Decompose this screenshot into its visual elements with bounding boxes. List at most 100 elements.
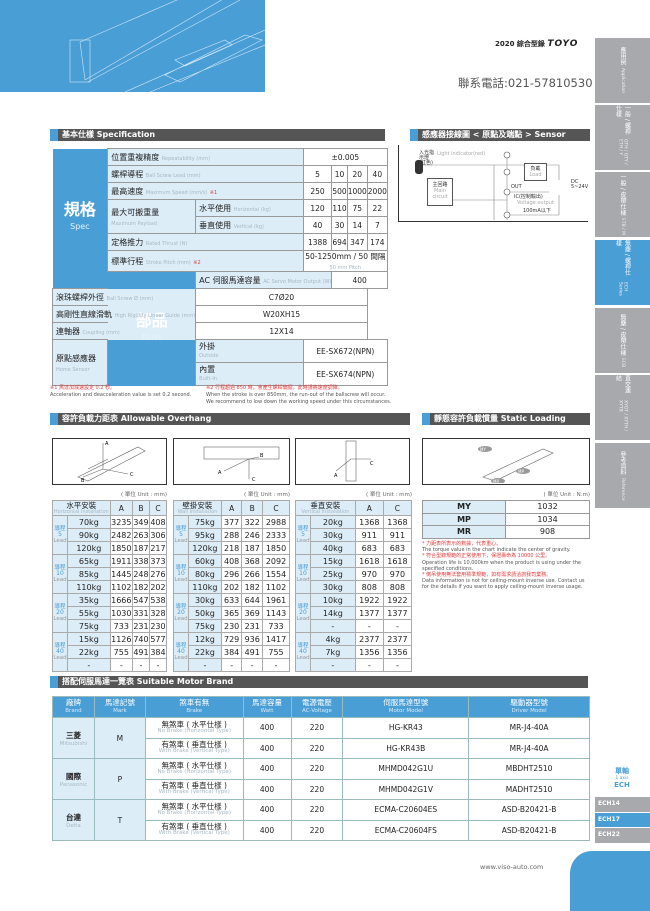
text: Acceleration and deacceleration value is…: [50, 392, 192, 398]
value-cell: 182: [131, 580, 150, 594]
value-cell: -: [109, 658, 133, 672]
text: Main circuit: [432, 188, 448, 200]
table-row: 85kg 1445 248 276: [53, 567, 168, 581]
spec-value: 14: [346, 216, 368, 234]
side-tab[interactable]: 無塵 / 皮帶仕樣 ECB: [595, 308, 650, 375]
text: ※2 行程超過 850 時，會產生螺桿偏擺，此時請將速度調降。: [206, 385, 343, 391]
table-row: 30kg 808 808: [296, 580, 413, 594]
text: * 倒吊使用無法套用標準規範，如有需求請洽詢我司業務。: [422, 572, 552, 579]
column-header: A: [354, 500, 384, 516]
load-cell: 15kg: [67, 632, 111, 646]
table-row: 22kg 755 491 384: [53, 645, 168, 659]
website-url[interactable]: www.viso-auto.com: [480, 863, 544, 871]
value-cell: 2377: [382, 632, 413, 646]
spec-value: 1000: [346, 182, 368, 200]
value-cell: 1850: [109, 541, 133, 555]
spec-value: 40: [366, 165, 388, 183]
watt-cell: 400: [242, 717, 292, 739]
installation-header: 水平安裝 Horizontal Installation: [52, 500, 111, 516]
series-nav-title: 單軸 1 axis ECH: [597, 768, 647, 789]
group-en: Parts: [141, 332, 162, 342]
value-cell: 491: [131, 645, 150, 659]
watt-cell: 400: [242, 758, 292, 780]
side-tab[interactable]: 參考資料 Reference: [595, 443, 650, 510]
table-row: 75kg 733 231 230: [53, 619, 168, 633]
spec-value: 7: [366, 216, 388, 234]
load-cell: 120kg: [67, 541, 111, 555]
table-row: 導程 10 Lead 65kg 1911 338 373: [52, 554, 168, 594]
value-cell: 322: [241, 515, 263, 529]
table-row: 90kg 2482 263 306: [53, 528, 168, 542]
text: Outside: [199, 352, 219, 359]
series-nav-item[interactable]: ECH22: [595, 828, 650, 843]
table-row: ----: [174, 658, 290, 672]
load-cell: 85kg: [67, 567, 111, 581]
value-cell: 1030: [109, 606, 133, 620]
value-cell: 187: [241, 541, 263, 555]
column-header: 電源電壓 AC-Voltage: [290, 696, 344, 718]
side-tab[interactable]: 一般 / 螺桿仕樣 GTH / GTY / ETH / Y: [595, 105, 650, 172]
value-cell: 331: [131, 606, 150, 620]
moment-value: 1034: [505, 512, 590, 526]
spec-value: 22: [366, 199, 388, 217]
table-row: 導程 20 Lead 10kg 1922 1922: [295, 593, 413, 633]
table-row: 導程 40 Lead 15kg 1126 740 577: [52, 632, 168, 672]
text: 50 mm Pitch: [329, 265, 362, 271]
value-cell: 1368: [382, 515, 413, 529]
series-nav-item[interactable]: ECH14: [595, 797, 650, 812]
text: * 力距表所表示的數據，代表重心。: [422, 541, 502, 547]
svg-text:B: B: [81, 478, 85, 483]
series-nav-item[interactable]: ECH17: [595, 812, 650, 827]
value-cell: 288: [220, 528, 243, 542]
text: Load: [529, 172, 542, 178]
text: Repeatability (mm): [161, 155, 210, 162]
load-cell: 30kg: [310, 580, 356, 594]
value-cell: 384: [220, 645, 243, 659]
unit-label: ( 單位 Unit : N.m): [543, 492, 590, 498]
text: Ball Screw Ø (mm): [106, 295, 154, 302]
side-tab[interactable]: 應用例 Application: [595, 38, 650, 105]
moment-table: MY 1032 MP 1034 MR 908: [422, 500, 590, 539]
value-cell: 1377: [382, 606, 413, 620]
text: 定格推力: [111, 237, 144, 247]
lead-cell: 導程 10 Lead: [173, 554, 189, 594]
table-row: ----: [53, 658, 168, 672]
spec-label: 滾珠螺桿外徑 Ball Screw Ø (mm): [51, 288, 197, 306]
phone-number: 聯系電話:021-57810530: [458, 76, 593, 90]
side-tab[interactable]: 一般 / 皮帶仕樣 ETB / M: [595, 172, 650, 239]
value-cell: 408: [148, 515, 168, 529]
mark-cell: T: [93, 799, 146, 841]
table-row: MR 908: [422, 525, 590, 539]
overhang-section-header: 容許負載力距表 Allowable Overhang: [50, 413, 410, 425]
load-cell: 70kg: [67, 515, 111, 529]
moment-diagram: MY MP MR: [422, 438, 590, 485]
volt-cell: 220: [290, 717, 344, 739]
value-cell: 808: [382, 580, 413, 594]
value-cell: 733: [262, 619, 290, 633]
brand-cell: 台達 Delta: [52, 799, 95, 841]
spec-value: 110: [331, 199, 348, 217]
spec-note-1: ※1 馬達加減速設定 0.2 秒。 Acceleration and deacce…: [50, 385, 200, 399]
side-tab[interactable]: 直交連結 XYGT / XYTH / XYTB: [595, 375, 650, 442]
spec-value: 347: [346, 233, 368, 251]
motor-cell: HG-KR43B: [342, 737, 470, 759]
text: We recommend to low down the working spe…: [206, 399, 392, 405]
side-tab[interactable]: 無塵 / 螺桿仕樣 ECH Series: [595, 240, 650, 307]
spec-value: 12X14: [195, 322, 368, 340]
value-cell: 3235: [109, 515, 133, 529]
load-cell: 14kg: [310, 606, 356, 620]
value-cell: 644: [241, 593, 263, 607]
load-cell: 15kg: [310, 554, 356, 568]
value-cell: 1356: [354, 645, 384, 659]
load-cell: 90kg: [67, 528, 111, 542]
text: When the stroke is over 850mm, the run-o…: [206, 392, 386, 398]
svg-text:A: A: [105, 441, 109, 447]
value-cell: 911: [354, 528, 384, 542]
value-cell: 1368: [354, 515, 384, 529]
load-cell: -: [310, 619, 356, 633]
tab-label: 一般 / 皮帶仕樣: [619, 173, 626, 216]
table-row: 120kg 1850 187 217: [53, 541, 168, 555]
table-row: 導程 5 Lead 20kg 1368 1368: [295, 515, 413, 555]
load-cell: 65kg: [67, 554, 111, 568]
installation-header: 垂直安裝 Vertical Installation: [295, 500, 356, 516]
